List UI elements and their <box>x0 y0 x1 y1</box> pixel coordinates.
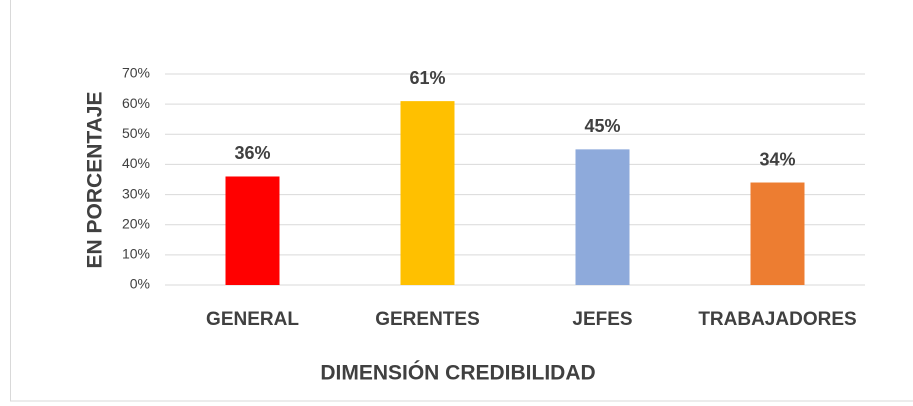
y-tick-label: 40% <box>122 155 150 171</box>
x-tick-label: JEFES <box>572 309 632 330</box>
y-tick-label: 50% <box>122 125 150 141</box>
x-tick-label: GENERAL <box>206 309 299 330</box>
x-axis-title: DIMENSIÓN CREDIBILIDAD <box>320 361 595 385</box>
x-tick-label: GERENTES <box>375 309 480 330</box>
y-tick-label: 20% <box>122 215 150 231</box>
bar <box>225 176 280 285</box>
x-tick-label: TRABAJADORES <box>698 309 856 330</box>
value-label: 61% <box>409 68 445 88</box>
y-tick-label: 60% <box>122 95 150 111</box>
y-tick-label: 0% <box>130 276 150 292</box>
value-label: 34% <box>759 149 795 169</box>
value-label: 45% <box>584 116 620 136</box>
y-axis-title: EN PORCENTAJE <box>84 92 107 269</box>
value-label: 36% <box>234 143 270 163</box>
bar <box>750 182 805 285</box>
bar <box>575 149 630 285</box>
y-tick-label: 30% <box>122 185 150 201</box>
y-tick-label: 10% <box>122 246 150 262</box>
y-tick-label: 70% <box>122 65 150 81</box>
chart-frame <box>10 0 913 402</box>
bar <box>400 101 455 285</box>
